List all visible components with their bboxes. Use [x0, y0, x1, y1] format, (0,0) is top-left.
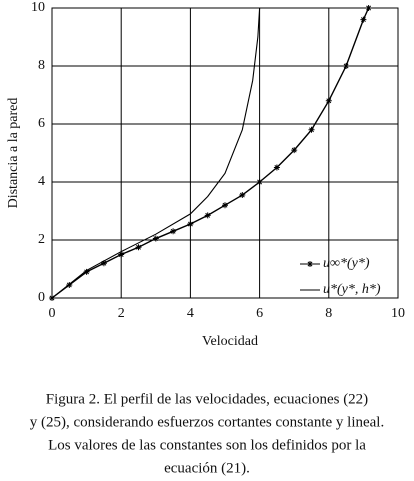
- point-marker: [239, 192, 246, 199]
- point-marker: [170, 228, 177, 235]
- y-tick-label: 0: [38, 290, 45, 305]
- x-tick-label: 2: [118, 306, 125, 321]
- x-axis-label: Velocidad: [202, 334, 258, 349]
- point-marker: [365, 5, 372, 11]
- point-marker: [66, 281, 73, 288]
- point-marker: [273, 164, 280, 171]
- point-marker: [83, 268, 90, 275]
- y-tick-label: 8: [38, 58, 45, 73]
- point-marker: [308, 126, 315, 133]
- caption-line: Los valores de las constantes son los de…: [48, 437, 366, 453]
- caption-line: ecuación (21).: [164, 460, 250, 476]
- point-marker: [152, 235, 159, 242]
- caption-line: y (25), considerando esfuerzos cortantes…: [30, 414, 384, 430]
- y-tick-label: 2: [38, 232, 45, 247]
- series-line: [51, 7, 261, 299]
- plot-frame: [51, 7, 399, 299]
- legend-marker: [307, 261, 313, 267]
- point-marker: [360, 16, 367, 23]
- point-marker: [100, 260, 107, 267]
- x-tick-label: 4: [187, 306, 194, 321]
- point-marker: [325, 97, 332, 104]
- series-line: [51, 7, 370, 299]
- legend-label: u*(y*, h*): [323, 282, 381, 297]
- legend-label: u∞*(y*): [323, 256, 370, 271]
- y-tick-label: 6: [38, 116, 45, 131]
- x-tick-label: 6: [256, 306, 263, 321]
- point-marker: [256, 179, 263, 185]
- y-tick-label: 4: [38, 174, 45, 189]
- x-tick-label: 0: [49, 306, 56, 321]
- y-axis-label: Distancia a la pared: [6, 98, 21, 209]
- y-tick-label: 10: [31, 0, 45, 15]
- x-tick-label: 10: [391, 306, 405, 321]
- point-marker: [135, 244, 142, 251]
- point-marker: [204, 212, 211, 219]
- point-marker: [343, 63, 350, 69]
- point-marker: [187, 221, 194, 228]
- point-marker: [291, 147, 298, 154]
- point-marker: [222, 202, 228, 209]
- x-tick-label: 8: [325, 306, 332, 321]
- caption-line: Figura 2. El perfil de las velocidades, …: [46, 391, 368, 407]
- point-marker: [118, 251, 125, 258]
